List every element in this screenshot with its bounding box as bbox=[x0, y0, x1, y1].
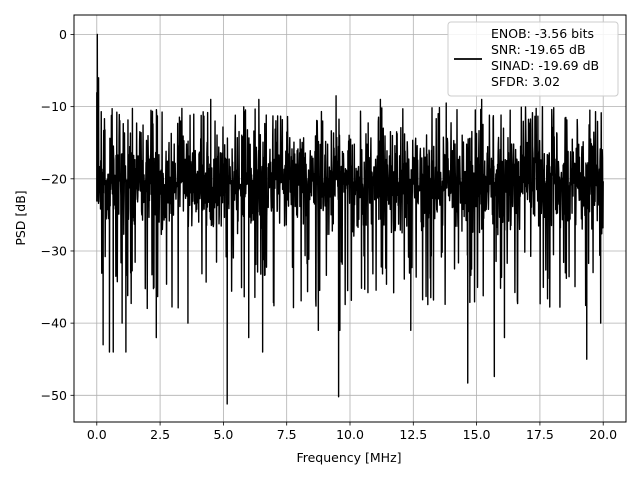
x-tick-label: 2.5 bbox=[150, 427, 170, 442]
y-tick-label: −10 bbox=[41, 99, 67, 114]
psd-series-line bbox=[96, 33, 604, 405]
x-tick-label: 12.5 bbox=[399, 427, 427, 442]
legend-entry: SINAD: -19.69 dB bbox=[491, 58, 599, 73]
x-tick-label: 20.0 bbox=[589, 427, 617, 442]
y-tick-label: −50 bbox=[41, 388, 67, 403]
y-tick-label: 0 bbox=[59, 27, 67, 42]
x-axis-label: Frequency [MHz] bbox=[296, 450, 401, 465]
legend-entry: ENOB: -3.56 bits bbox=[491, 26, 594, 41]
ticks: 0.0 2.5 5.0 7.5 10.0 12.5 15.0 17.5 20.0 0 −10 −20 −… bbox=[41, 27, 618, 442]
x-tick-label: 10.0 bbox=[336, 427, 364, 442]
y-tick-label: −30 bbox=[41, 243, 67, 258]
y-tick-label: −40 bbox=[41, 316, 67, 331]
x-tick-label: 5.0 bbox=[213, 427, 233, 442]
legend-entry: SNR: -19.65 dB bbox=[491, 42, 586, 57]
y-axis-label: PSD [dB] bbox=[13, 190, 28, 245]
legend-entry: SFDR: 3.02 bbox=[491, 74, 560, 89]
x-tick-label: 7.5 bbox=[277, 427, 297, 442]
x-tick-label: 0.0 bbox=[87, 427, 107, 442]
x-tick-label: 17.5 bbox=[526, 427, 554, 442]
x-tick-label: 15.0 bbox=[463, 427, 491, 442]
legend-box bbox=[447, 21, 619, 97]
y-tick-label: −20 bbox=[41, 171, 67, 186]
series-layer bbox=[96, 33, 604, 405]
